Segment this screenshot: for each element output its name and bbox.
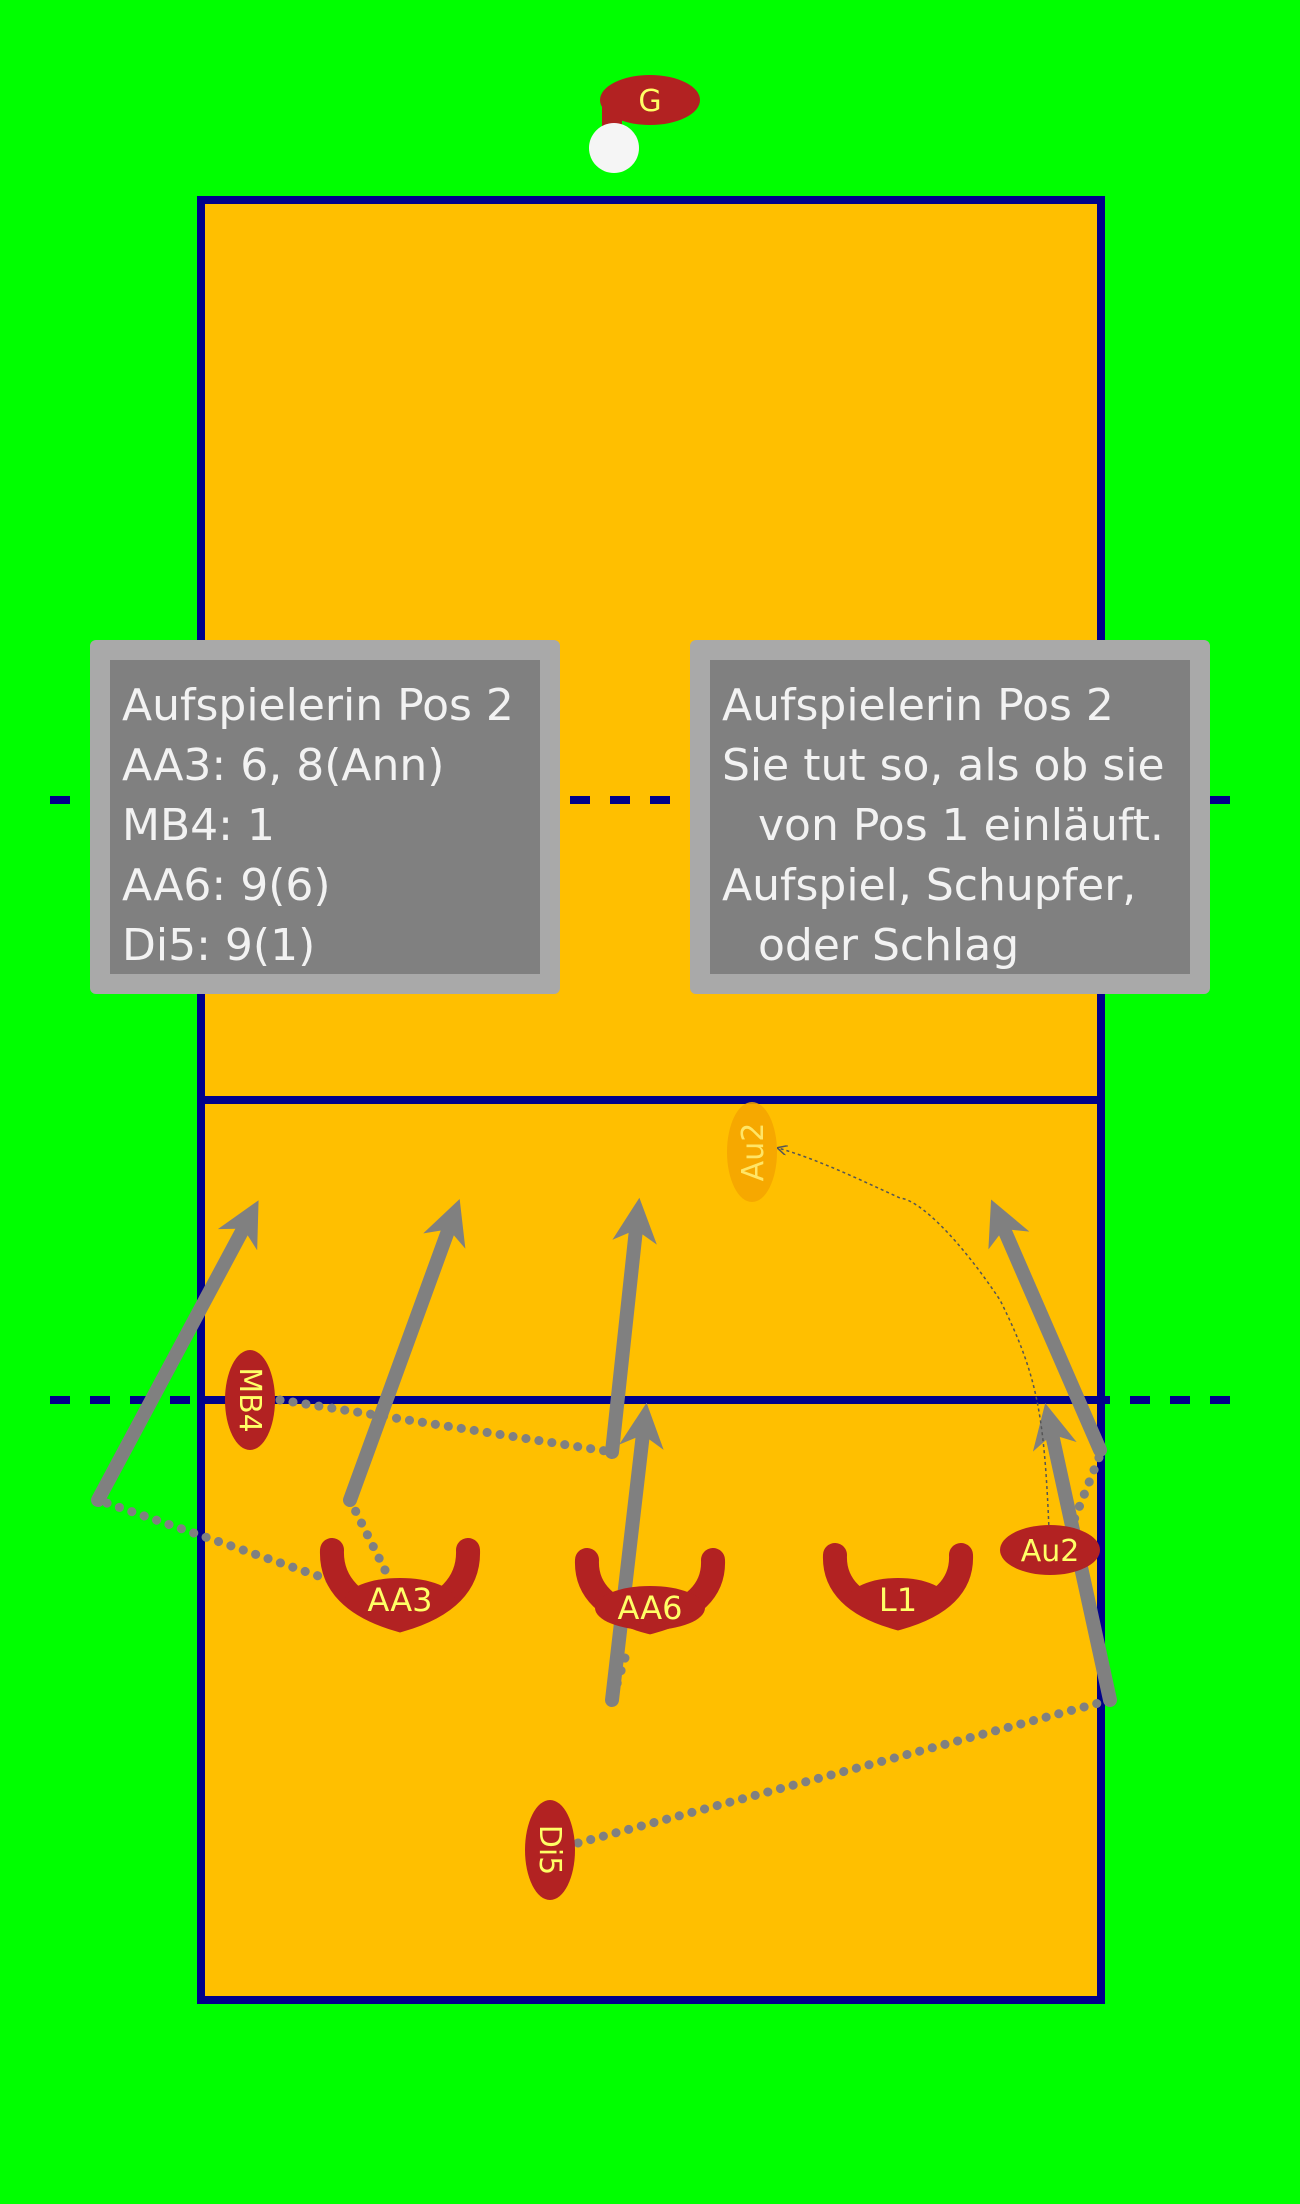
note-right-line: Aufspiel, Schupfer,	[722, 860, 1137, 911]
path-au2	[1055, 1450, 1105, 1560]
player-l1: L1	[822, 1543, 974, 1631]
player-au2: Au2	[1000, 1525, 1100, 1575]
path-aa3	[93, 1495, 335, 1585]
player-au2-label: Au2	[1021, 1534, 1080, 1569]
arrow-aa3-run	[343, 1198, 466, 1507]
arrow-aa6-run	[605, 1197, 657, 1459]
player-mb4: MB4	[225, 1350, 275, 1450]
player-aa3-label: AA3	[367, 1581, 432, 1619]
player-l1-label: L1	[879, 1581, 917, 1619]
note-left-line: AA3: 6, 8(Ann)	[122, 740, 445, 791]
note-left-line: Di5: 9(1)	[122, 920, 316, 971]
player-aa3: AA3	[320, 1538, 480, 1633]
note-left: Aufspielerin Pos 2 AA3: 6, 8(Ann) MB4: 1…	[90, 640, 560, 994]
note-right-line: von Pos 1 einläuft.	[758, 800, 1164, 851]
note-left-line: MB4: 1	[122, 800, 275, 851]
arrow-di5-run	[605, 1402, 664, 1707]
path-mb4	[275, 1395, 617, 1457]
player-server-label: G	[638, 84, 661, 119]
note-right-line: Sie tut so, als ob sie	[722, 740, 1165, 791]
note-left-line: AA6: 9(6)	[122, 860, 331, 911]
note-right-line: oder Schlag	[758, 920, 1020, 971]
path-setter	[778, 1148, 1051, 1556]
note-right-line: Aufspielerin Pos 2	[722, 680, 1114, 731]
player-di5: Di5	[525, 1800, 575, 1900]
arrow-mb4-run	[91, 1200, 259, 1507]
player-aa6-label: AA6	[617, 1589, 682, 1627]
arrow-au2-run	[988, 1199, 1107, 1457]
note-left-line: Aufspielerin Pos 2	[122, 680, 514, 731]
path-aa3-front	[345, 1495, 390, 1575]
player-aa6: AA6	[574, 1548, 726, 1635]
player-mb4-label: MB4	[232, 1367, 267, 1433]
path-di5	[573, 1695, 1115, 1848]
player-au2-target: Au2	[727, 1102, 777, 1202]
player-di5-label: Di5	[532, 1825, 567, 1876]
note-right: Aufspielerin Pos 2 Sie tut so, als ob si…	[690, 640, 1210, 994]
player-au2-target-label: Au2	[736, 1123, 771, 1182]
ball	[589, 123, 639, 173]
